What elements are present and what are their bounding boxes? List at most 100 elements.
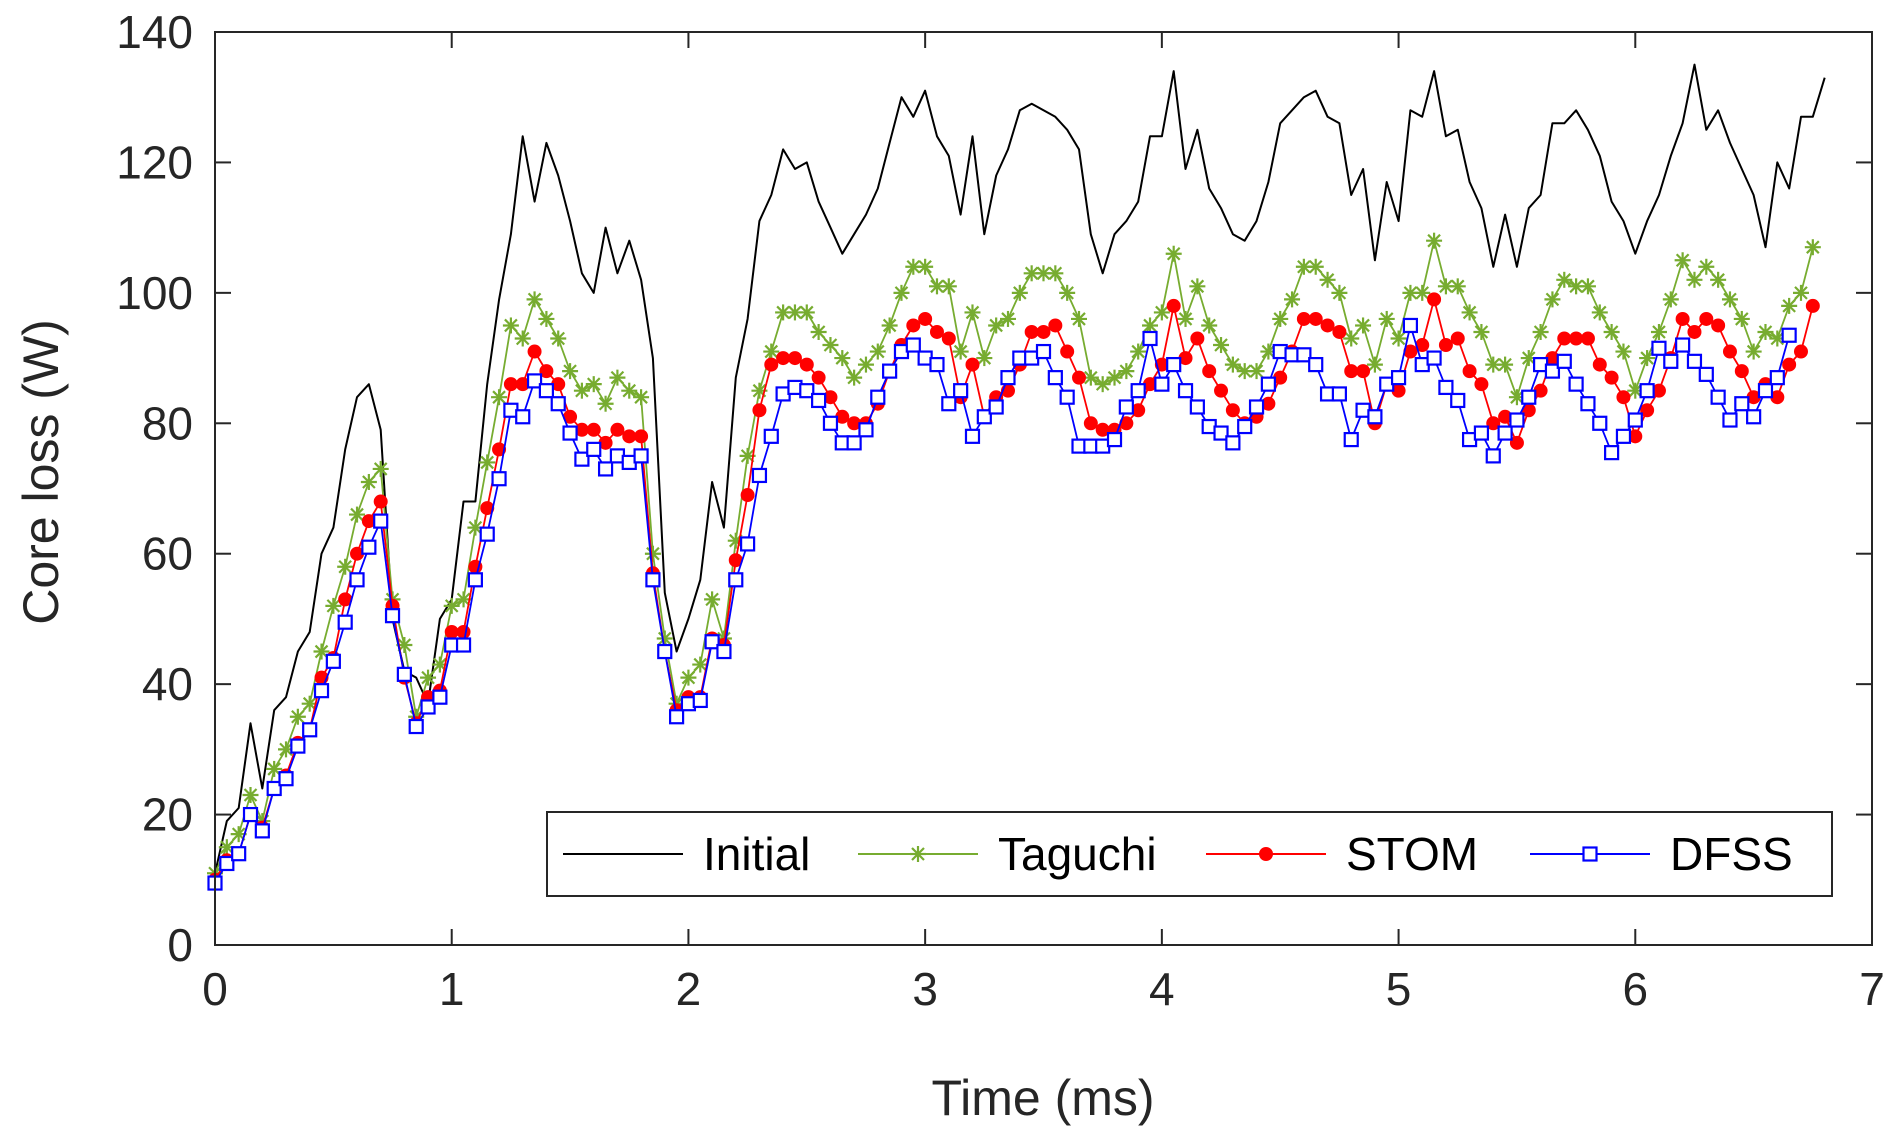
data-point-taguchi-d2 bbox=[551, 331, 566, 346]
data-point-taguchi-d2 bbox=[1664, 292, 1678, 307]
data-point-taguchi-d2 bbox=[989, 318, 1003, 333]
data-point-taguchi bbox=[289, 708, 306, 725]
data-point-taguchi-d2 bbox=[657, 631, 672, 646]
y-tick-label: 40 bbox=[142, 658, 193, 710]
data-point-stom bbox=[586, 422, 601, 437]
y-tick-label: 140 bbox=[116, 6, 193, 58]
data-point-taguchi-d2 bbox=[1285, 292, 1299, 307]
data-point-dfss bbox=[1059, 389, 1075, 405]
data-point-taguchi-d2 bbox=[220, 840, 234, 854]
data-point-taguchi-d2 bbox=[243, 788, 258, 802]
data-point-taguchi-d2 bbox=[326, 599, 341, 613]
data-point-taguchi-d2 bbox=[906, 259, 921, 274]
data-point-dfss bbox=[278, 771, 294, 787]
data-point-taguchi-d2 bbox=[1486, 357, 1501, 372]
data-point-dfss bbox=[266, 780, 282, 797]
data-point-taguchi-d2 bbox=[350, 507, 364, 522]
data-point-taguchi-d2 bbox=[1332, 286, 1347, 300]
x-tick-label: 2 bbox=[676, 963, 702, 1015]
data-point-taguchi bbox=[1698, 258, 1715, 275]
data-point-taguchi bbox=[1674, 252, 1691, 269]
data-point-stom bbox=[1438, 338, 1453, 353]
data-point-taguchi bbox=[1686, 271, 1703, 288]
data-point-dfss bbox=[1686, 353, 1703, 369]
data-point-stom bbox=[1308, 311, 1323, 326]
data-point-dfss bbox=[432, 689, 448, 705]
data-point-taguchi bbox=[242, 787, 259, 804]
series-line-taguchi bbox=[214, 239, 1814, 874]
data-point-taguchi bbox=[1355, 317, 1372, 334]
data-point-taguchi bbox=[1331, 284, 1348, 301]
data-point-dfss bbox=[976, 409, 992, 425]
data-point-taguchi-d2 bbox=[1533, 325, 1548, 339]
data-point-stom bbox=[456, 624, 471, 639]
legend: Initial Taguchi STOM DFSS bbox=[546, 811, 1833, 897]
data-point-taguchi-d2 bbox=[811, 325, 826, 339]
data-point-taguchi bbox=[1248, 363, 1265, 380]
data-point-stom bbox=[906, 318, 921, 333]
data-point-dfss bbox=[597, 461, 614, 477]
data-point-dfss bbox=[668, 709, 685, 725]
data-point-stom bbox=[752, 403, 767, 418]
data-point-taguchi bbox=[1059, 284, 1076, 301]
data-point-taguchi bbox=[999, 310, 1016, 327]
legend-marker-stom bbox=[1259, 847, 1273, 861]
x-tick-label: 3 bbox=[912, 963, 938, 1015]
data-point-taguchi-d2 bbox=[1391, 331, 1406, 346]
data-point-taguchi-d2 bbox=[1024, 266, 1039, 281]
data-point-taguchi bbox=[1284, 291, 1301, 308]
data-point-stom bbox=[1699, 311, 1714, 326]
data-point-dfss bbox=[1757, 383, 1774, 399]
data-point-dfss bbox=[420, 699, 436, 715]
data-point-stom bbox=[1332, 324, 1347, 339]
data-point-taguchi bbox=[1497, 356, 1514, 373]
data-point-taguchi-d2 bbox=[977, 351, 992, 365]
data-point-dfss bbox=[1651, 340, 1667, 356]
data-point-taguchi-d2 bbox=[823, 338, 838, 352]
data-point-taguchi bbox=[798, 304, 815, 321]
data-point-dfss bbox=[1225, 435, 1241, 451]
data-point-dfss bbox=[1296, 347, 1312, 363]
data-point-dfss bbox=[988, 399, 1004, 415]
data-point-dfss bbox=[964, 428, 981, 444]
data-point-stom bbox=[1782, 357, 1797, 372]
data-point-taguchi-d2 bbox=[1308, 259, 1323, 274]
series-dfss bbox=[207, 317, 1797, 891]
data-point-stom bbox=[1356, 364, 1371, 379]
legend-label-dfss: DFSS bbox=[1670, 828, 1793, 880]
data-point-taguchi-d2 bbox=[1095, 377, 1110, 391]
data-point-taguchi bbox=[502, 317, 519, 334]
data-point-taguchi-d2 bbox=[1261, 344, 1276, 359]
data-point-taguchi bbox=[514, 330, 531, 347]
data-point-dfss bbox=[1544, 363, 1561, 379]
data-point-dfss bbox=[586, 441, 602, 457]
data-point-taguchi bbox=[1556, 271, 1573, 288]
data-point-stom bbox=[799, 357, 814, 372]
data-point-dfss bbox=[538, 383, 555, 399]
data-point-dfss bbox=[313, 683, 330, 699]
data-point-dfss bbox=[882, 363, 898, 379]
data-point-dfss bbox=[858, 422, 874, 438]
y-tick-label: 80 bbox=[142, 397, 193, 449]
data-point-dfss bbox=[1521, 389, 1537, 405]
data-point-dfss bbox=[1426, 350, 1442, 366]
data-point-stom bbox=[634, 429, 649, 444]
data-point-taguchi-d2 bbox=[433, 657, 447, 672]
data-point-dfss bbox=[337, 614, 353, 630]
data-point-taguchi-d2 bbox=[1569, 279, 1583, 294]
data-point-stom bbox=[1722, 344, 1737, 359]
data-point-dfss bbox=[467, 572, 483, 588]
data-point-dfss bbox=[1177, 383, 1194, 399]
data-point-taguchi-d2 bbox=[527, 292, 542, 307]
data-point-taguchi-d2 bbox=[480, 455, 494, 470]
data-point-dfss bbox=[1615, 428, 1632, 444]
data-point-taguchi bbox=[1236, 363, 1253, 380]
data-point-taguchi-d2 bbox=[1143, 318, 1157, 333]
legend-marker-taguchi-d2 bbox=[911, 847, 925, 861]
data-point-dfss bbox=[811, 392, 827, 409]
data-point-taguchi-d2 bbox=[1581, 279, 1595, 294]
data-point-stom bbox=[1202, 364, 1217, 379]
data-point-taguchi bbox=[1603, 323, 1620, 340]
data-point-taguchi-d2 bbox=[1510, 390, 1524, 404]
data-point-taguchi-d2 bbox=[800, 305, 814, 320]
